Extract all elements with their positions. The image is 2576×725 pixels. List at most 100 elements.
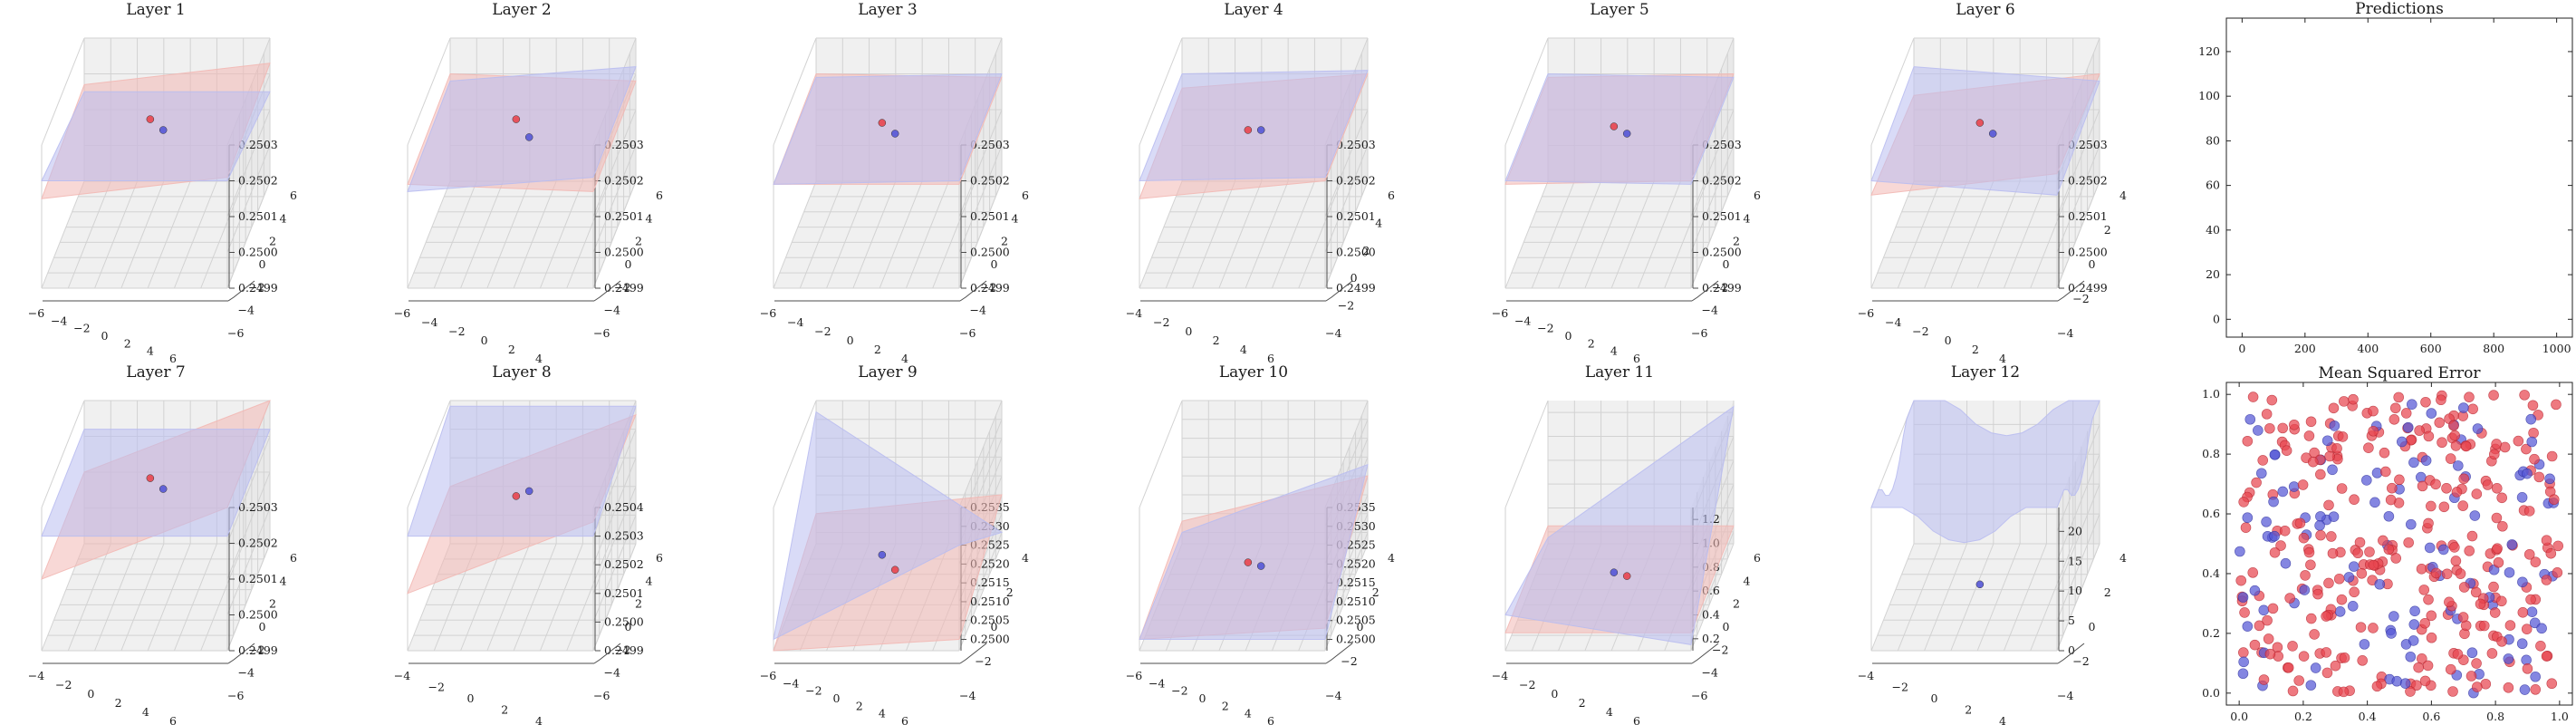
scatter-point-red [2530, 684, 2542, 695]
scatter-point-red [2379, 447, 2390, 459]
floor-grid-line [566, 543, 610, 652]
point-red [878, 119, 887, 127]
floor-grid-line [200, 543, 245, 652]
floor-grid-line [1165, 180, 1209, 289]
scatter-point-red [2452, 649, 2464, 660]
z-tick-label: 0.2500 [970, 633, 1010, 646]
x-tick-label: −4 [1126, 306, 1142, 320]
y-tick-label: 2 [1001, 235, 1008, 248]
scatter-point-red [2541, 651, 2552, 662]
y-tick-label: −2 [2072, 654, 2089, 668]
scatter-point-red [2445, 453, 2456, 464]
z-grid-line [1690, 531, 1735, 640]
z-tick-label: 0.2504 [604, 500, 644, 514]
surface-blue [41, 91, 271, 181]
z-tick-label: 0.2503 [604, 529, 644, 543]
z-tick-label: 0.2503 [604, 138, 644, 151]
y-tick-label: 0 [625, 257, 632, 271]
y-axis-line [1325, 280, 1353, 302]
floor-grid-line [94, 543, 139, 652]
scatter-point-red [2305, 613, 2317, 624]
scatter-point-red [2352, 547, 2364, 559]
x-tick-label: −4 [28, 669, 44, 682]
scatter-point-red [2438, 501, 2450, 513]
scatter-point-red [2331, 443, 2342, 454]
z-grid-line [592, 486, 637, 594]
surface-blue [773, 411, 1004, 641]
floor-grid-line [1558, 180, 1602, 289]
y-tick-label: −6 [593, 326, 610, 340]
x-tick-label: 0 [1551, 687, 1558, 701]
z-tick-label: 0.2502 [238, 536, 278, 550]
floor-grid-line [41, 180, 85, 289]
floor-grid-line [2030, 543, 2074, 652]
scatter-point-blue [2349, 561, 2360, 572]
floor-grid-line [826, 180, 870, 289]
z-grid-line [958, 180, 1003, 289]
point-blue [1975, 580, 1985, 589]
y-tick-label: 4 [1375, 216, 1382, 229]
z-tick-label: 0.2501 [238, 209, 278, 223]
scatter-point-red [2368, 559, 2379, 571]
point-red [1975, 119, 1985, 127]
scatter-point-red [2387, 482, 2398, 494]
x-tick-label: 2 [874, 343, 881, 356]
z-grid-line [592, 458, 637, 566]
x-tick-label: −6 [1126, 669, 1142, 682]
x-tick-label: 2 [501, 703, 508, 717]
panel-title: Layer 1 [126, 1, 185, 19]
scatter-point-blue [2269, 530, 2280, 542]
scatter-point-red [2269, 546, 2281, 558]
x-tick-label: −4 [1149, 676, 1165, 690]
x-tick-label: 1000 [2542, 342, 2571, 355]
x-tick-label: 0 [1185, 324, 1192, 338]
x-tick-label: 0.4 [2359, 710, 2377, 723]
floor-grid-line [1870, 180, 1915, 289]
x-tick-label: 2 [1965, 703, 1972, 717]
y-tick-label: 2 [1362, 244, 1370, 257]
scatter-point-red [2426, 500, 2437, 512]
scatter-point-blue [2389, 611, 2399, 622]
scatter-point-red [2368, 405, 2379, 417]
scatter-point-red [2488, 581, 2499, 593]
x-tick-label: 4 [1999, 352, 2006, 365]
scatter-point-red [2450, 556, 2462, 566]
scatter-point-red [2349, 494, 2360, 505]
x-tick-label: 4 [1245, 707, 1252, 720]
y-tick-label: −2 [1338, 299, 1354, 313]
x-tick-label: 0 [1945, 334, 1952, 347]
z-tick-label: 0.2500 [970, 246, 1010, 259]
z-grid-line [2056, 483, 2100, 592]
y-tick-label: 80 [2206, 133, 2220, 147]
scatter-point-red [2254, 620, 2265, 632]
scatter-point-red [2482, 479, 2494, 490]
scatter-point-red [2447, 686, 2458, 697]
z-tick-label: 0.2502 [970, 174, 1010, 188]
scatter-point-red [2303, 430, 2315, 441]
z-tick-label: 0.2501 [2068, 209, 2108, 223]
surface-blue [407, 66, 637, 192]
floor-grid-line [932, 180, 976, 289]
x-tick-label: 0.2 [2294, 710, 2312, 723]
x-tick-label: −2 [1519, 678, 1535, 691]
z-tick-label: 0.2 [1702, 632, 1720, 645]
scatter-point-blue [2408, 635, 2419, 646]
scatter-point-red [2458, 473, 2470, 485]
x-tick-label: 0 [467, 691, 475, 705]
panel-layer-5: 0.24990.25000.25010.25020.2503−6−4−20246… [1492, 1, 1761, 365]
x-tick-label: 0 [1199, 691, 1206, 705]
scatter-point-blue [2268, 496, 2279, 508]
floor-grid-line [1584, 180, 1629, 289]
scatter-point-red [2529, 453, 2540, 465]
z-tick-label: 0.2502 [1702, 174, 1742, 188]
y-tick-label: −4 [238, 666, 255, 680]
scatter-point-blue [2426, 408, 2437, 419]
floor-grid-line [1245, 180, 1289, 289]
left-edge [407, 400, 451, 508]
x-tick-label: −4 [1492, 669, 1508, 682]
y-tick-label: −2 [1712, 643, 1728, 656]
y-tick-label: 4 [280, 211, 287, 225]
z-tick-label: 0.2510 [970, 594, 1010, 608]
y-tick-label: −2 [614, 643, 630, 656]
left-edge [773, 37, 817, 146]
